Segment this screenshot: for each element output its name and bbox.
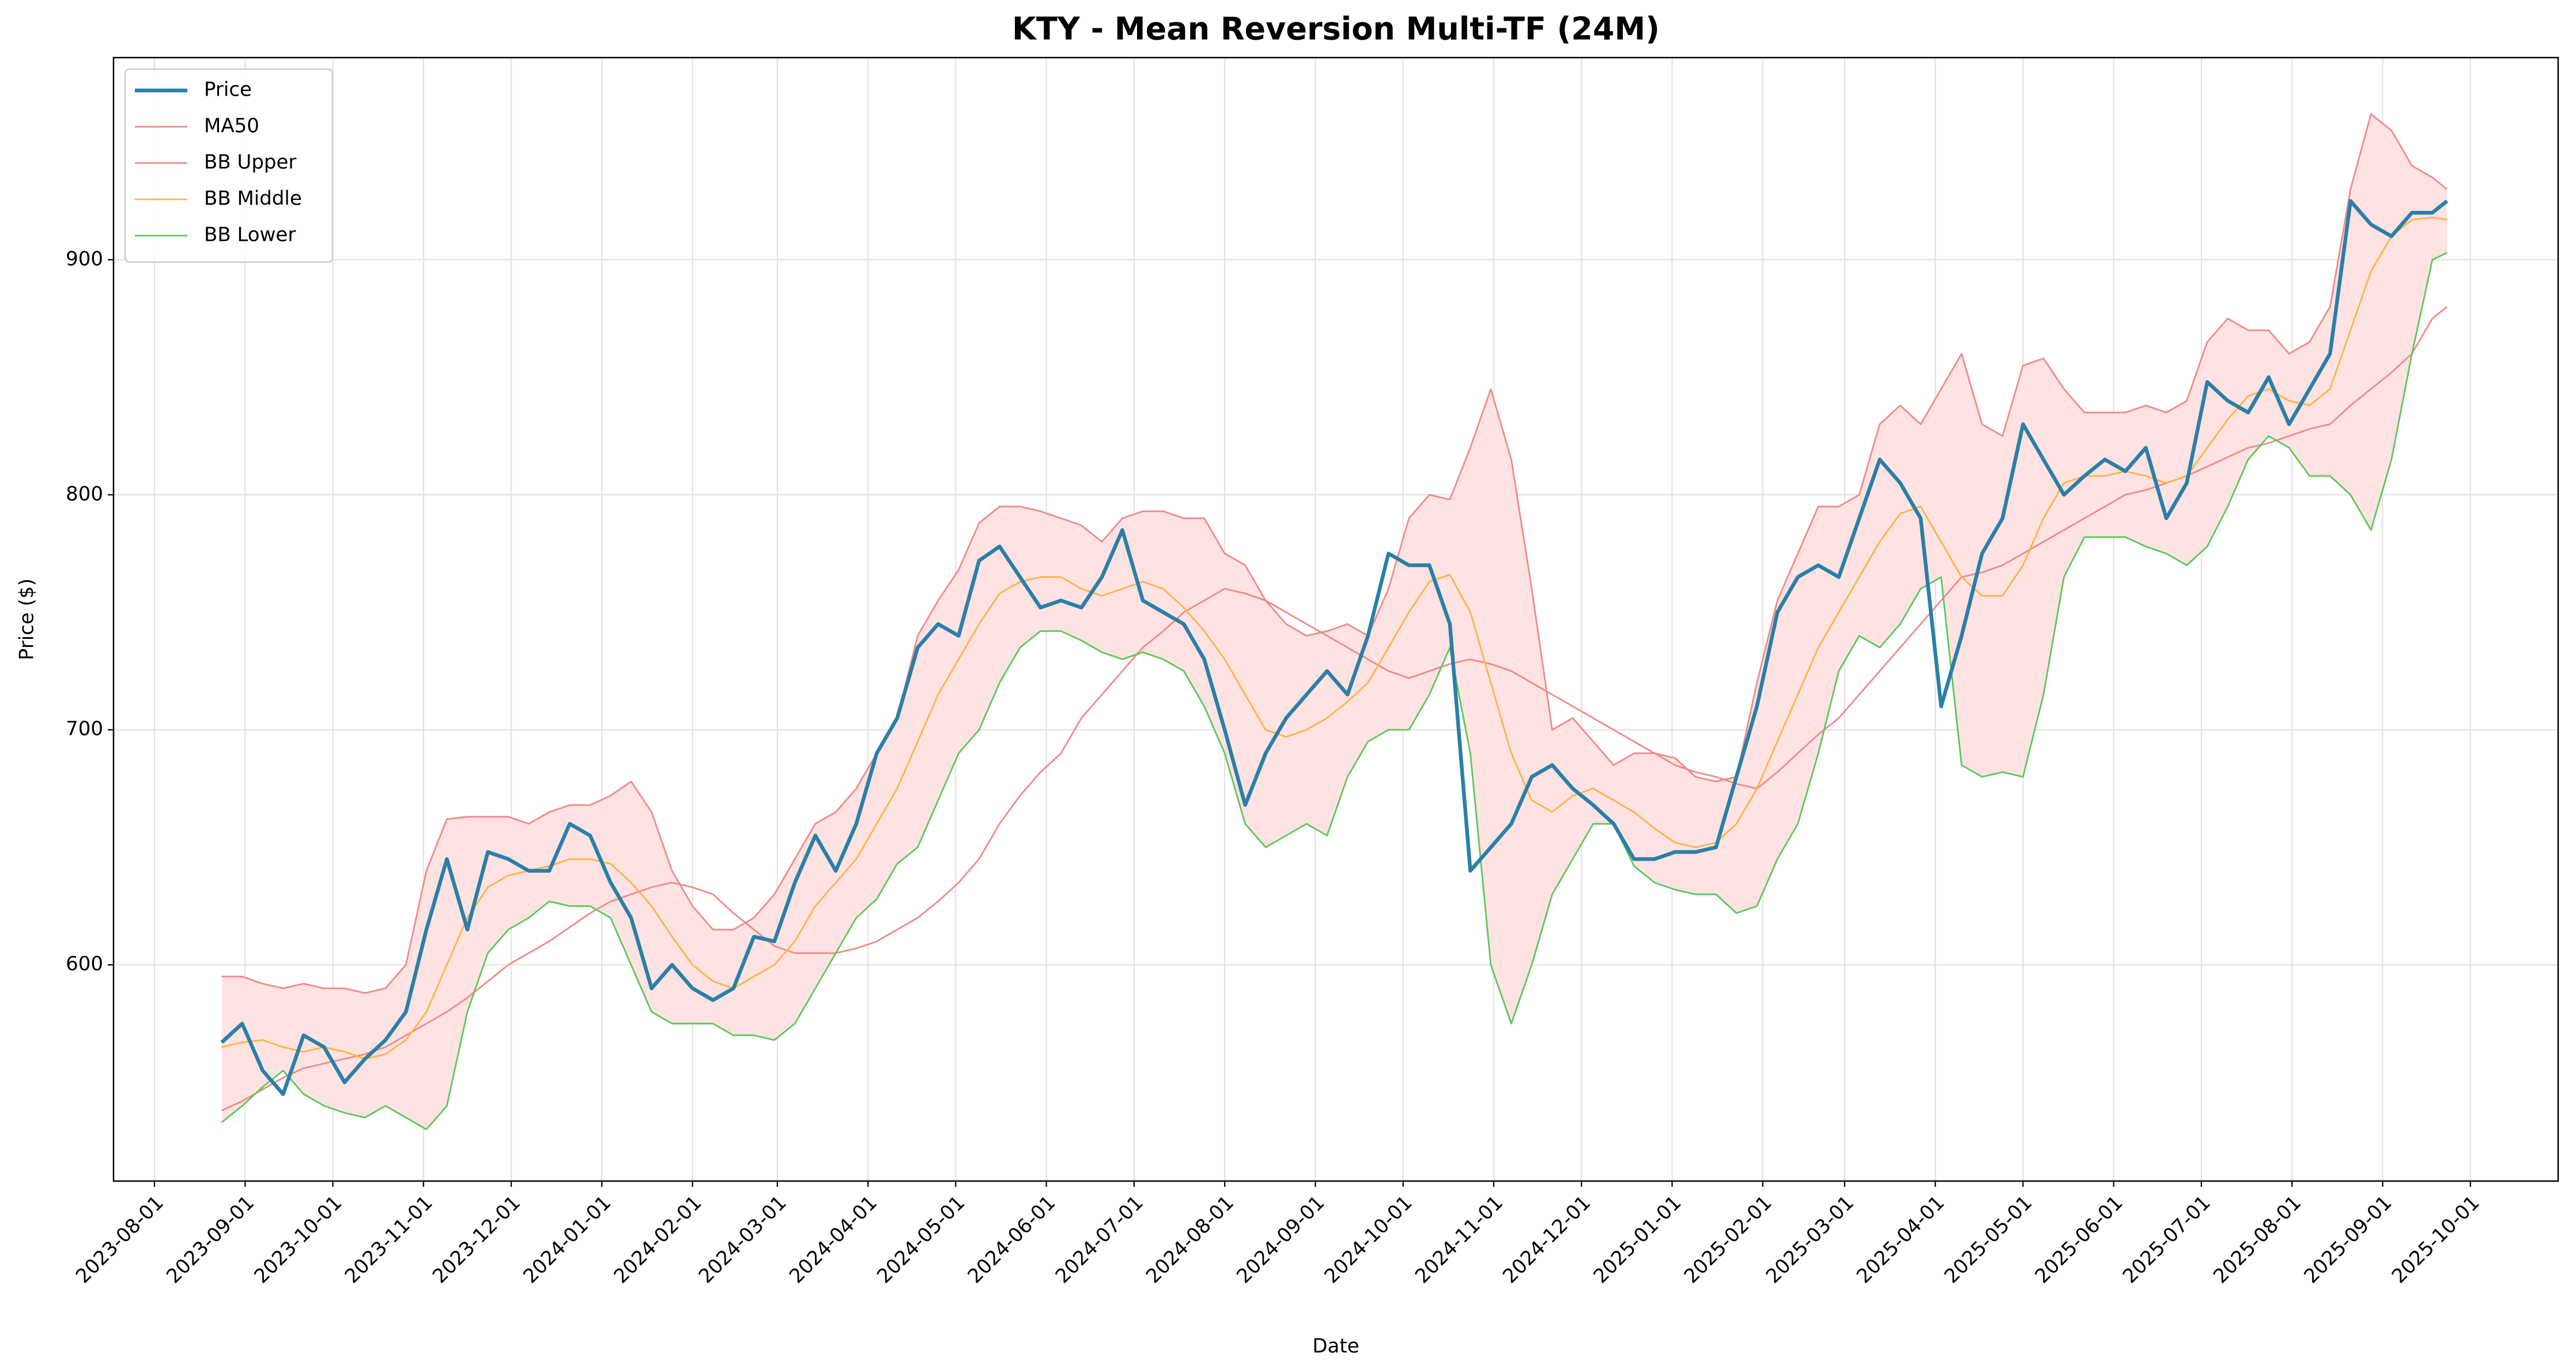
x-tick-label: 2023-08-01 [71, 1191, 168, 1288]
x-tick-label: 2024-07-01 [1051, 1191, 1148, 1288]
y-tick-label: 800 [66, 482, 103, 505]
x-tick-label: 2024-10-01 [1320, 1191, 1417, 1288]
x-tick-label: 2023-10-01 [250, 1191, 346, 1288]
y-tick-label: 900 [66, 247, 103, 270]
x-tick-label: 2024-03-01 [694, 1191, 791, 1288]
y-tick-label: 700 [66, 717, 103, 740]
x-tick-label: 2024-05-01 [872, 1191, 969, 1288]
x-tick-label: 2025-09-01 [2299, 1191, 2396, 1288]
legend-label: BB Middle [204, 187, 302, 210]
x-axis-label: Date [1312, 1335, 1359, 1358]
x-tick-label: 2025-07-01 [2118, 1191, 2215, 1288]
x-tick-label: 2024-11-01 [1411, 1191, 1508, 1288]
legend-label: Price [204, 78, 252, 101]
x-tick-label: 2025-08-01 [2209, 1191, 2306, 1288]
x-tick-label: 2025-04-01 [1852, 1191, 1949, 1288]
x-tick-label: 2024-06-01 [964, 1191, 1060, 1288]
x-tick-label: 2024-04-01 [785, 1191, 882, 1288]
x-tick-label: 2025-02-01 [1680, 1191, 1777, 1288]
legend-label: BB Lower [204, 224, 296, 247]
series-line [221, 306, 2448, 1111]
plot-frame [112, 56, 2559, 1182]
x-tick-label: 2023-12-01 [428, 1191, 525, 1288]
x-tick-label: 2024-02-01 [610, 1191, 707, 1288]
legend-box [124, 68, 334, 263]
legend-label: MA50 [204, 115, 259, 138]
x-tick-label: 2024-12-01 [1498, 1191, 1595, 1288]
y-tick-label: 600 [66, 952, 103, 975]
x-tick-label: 2025-03-01 [1762, 1191, 1859, 1288]
x-tick-label: 2025-10-01 [2388, 1191, 2484, 1288]
x-tick-label: 2023-09-01 [162, 1191, 259, 1288]
x-tick-label: 2024-08-01 [1142, 1191, 1238, 1288]
series-line [220, 199, 2449, 1096]
x-tick-label: 2024-01-01 [519, 1191, 615, 1288]
series-line [221, 113, 2448, 994]
x-tick-label: 2023-11-01 [341, 1191, 437, 1288]
x-tick-label: 2024-09-01 [1232, 1191, 1329, 1288]
chart-title: KTY - Mean Reversion Multi-TF (24M) [1012, 11, 1660, 47]
legend-label: BB Upper [204, 151, 296, 174]
x-tick-label: 2025-05-01 [1940, 1191, 2037, 1288]
series-line [221, 252, 2447, 1130]
y-axis-label: Price ($) [16, 578, 39, 660]
x-tick-label: 2025-01-01 [1589, 1191, 1686, 1288]
band-fill [221, 113, 2447, 1130]
x-tick-label: 2025-06-01 [2031, 1191, 2128, 1288]
